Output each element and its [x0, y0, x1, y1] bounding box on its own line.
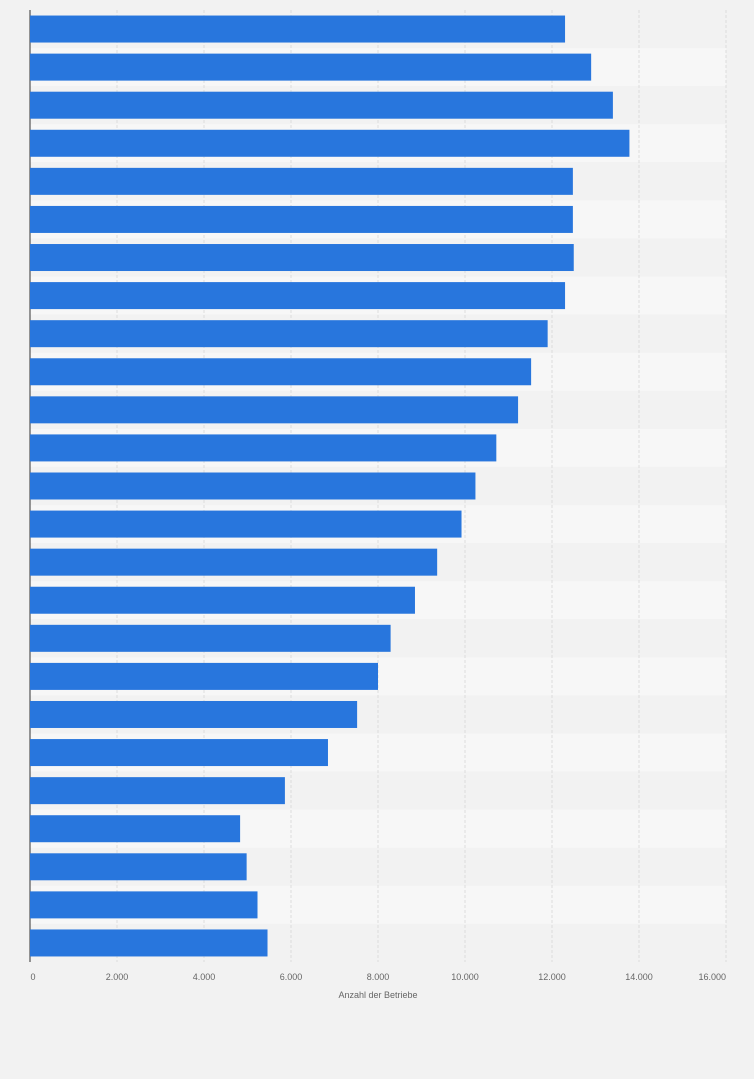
bar[interactable]	[30, 853, 247, 881]
x-tick-label: 14.000	[625, 972, 653, 982]
bar[interactable]	[30, 891, 258, 919]
bar[interactable]	[30, 396, 519, 424]
bar[interactable]	[30, 434, 497, 462]
x-tick-label: 8.000	[367, 972, 390, 982]
bar[interactable]	[30, 662, 378, 690]
x-axis-ticks: 0 2.000 4.000 6.000 8.000 10.000 12.000 14.000 1…	[30, 972, 726, 982]
x-axis-title: Anzahl der Betriebe	[338, 990, 417, 1000]
x-tick-label: 4.000	[193, 972, 216, 982]
bar[interactable]	[30, 624, 391, 652]
bar[interactable]	[30, 548, 438, 576]
bar[interactable]	[30, 91, 613, 119]
bar[interactable]	[30, 777, 285, 805]
bar[interactable]	[30, 358, 532, 386]
bar[interactable]	[30, 282, 566, 310]
bar[interactable]	[30, 205, 573, 233]
bar[interactable]	[30, 739, 328, 767]
x-tick-label: 6.000	[280, 972, 303, 982]
bars	[30, 15, 630, 957]
bar[interactable]	[30, 472, 476, 500]
bar[interactable]	[30, 929, 268, 957]
x-tick-label: 16.000	[698, 972, 726, 982]
x-tick-label: 10.000	[451, 972, 479, 982]
bar[interactable]	[30, 129, 630, 157]
bar[interactable]	[30, 700, 358, 728]
bar[interactable]	[30, 15, 566, 43]
bar[interactable]	[30, 815, 241, 843]
bar[interactable]	[30, 320, 548, 348]
x-tick-label: 2.000	[106, 972, 129, 982]
bar[interactable]	[30, 586, 415, 614]
x-tick-label: 12.000	[538, 972, 566, 982]
bar[interactable]	[30, 167, 573, 195]
x-tick-label: 0	[30, 972, 35, 982]
bar[interactable]	[30, 510, 462, 538]
bar[interactable]	[30, 53, 592, 81]
bar[interactable]	[30, 244, 574, 272]
